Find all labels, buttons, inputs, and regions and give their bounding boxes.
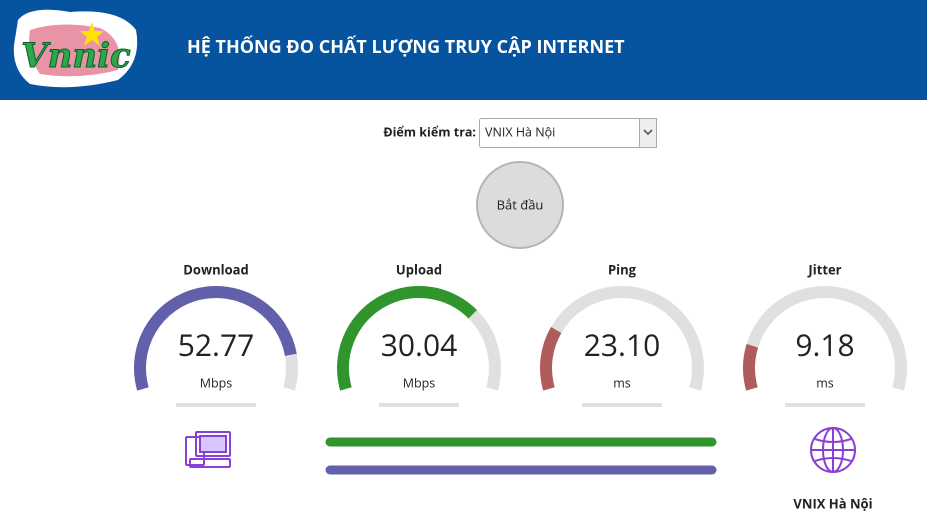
gauge-underline [379, 403, 459, 407]
logo: Vnnic [13, 9, 138, 88]
gauge-value: 9.18 [795, 324, 854, 365]
selector-label: Điểm kiểm tra: [383, 123, 476, 140]
gauge-underline [582, 403, 662, 407]
gauges: Download 52.77 Mbps Upload 30.04 Mbps Ping 23.1… [134, 260, 907, 407]
gauge-fill [337, 286, 477, 391]
gauge-fill [540, 327, 562, 391]
computer-icon [185, 431, 231, 468]
start-button[interactable]: Bắt đầu [476, 161, 564, 249]
gauge-unit: ms [816, 374, 834, 391]
gauge-fill [134, 286, 297, 391]
gauge-label: Upload [396, 260, 442, 278]
logo-text: Vnnic [21, 36, 131, 76]
gauge-unit: Mbps [403, 374, 436, 391]
gauge-fill [743, 344, 759, 391]
gauge-label: Jitter [807, 260, 841, 278]
header-bar [0, 0, 927, 100]
gauge-value: 30.04 [381, 324, 458, 365]
gauge-label: Ping [608, 260, 637, 278]
server-label: VNIX Hà Nội [793, 494, 872, 512]
globe-icon [810, 427, 856, 473]
gauge-unit: Mbps [200, 374, 233, 391]
gauge-value: 52.77 [178, 324, 255, 365]
gauge-underline [785, 403, 865, 407]
gauge-value: 23.10 [584, 324, 661, 365]
gauge-label: Download [183, 260, 248, 278]
gauge-underline [176, 403, 256, 407]
gauge-unit: ms [613, 374, 631, 391]
selector-value: VNIX Hà Nội [485, 123, 555, 140]
header-title: HỆ THỐNG ĐO CHẤT LƯỢNG TRUY CẬP INTERNET [187, 35, 625, 59]
start-label: Bắt đầu [497, 195, 544, 213]
selector[interactable]: VNIX Hà Nội [479, 118, 657, 148]
